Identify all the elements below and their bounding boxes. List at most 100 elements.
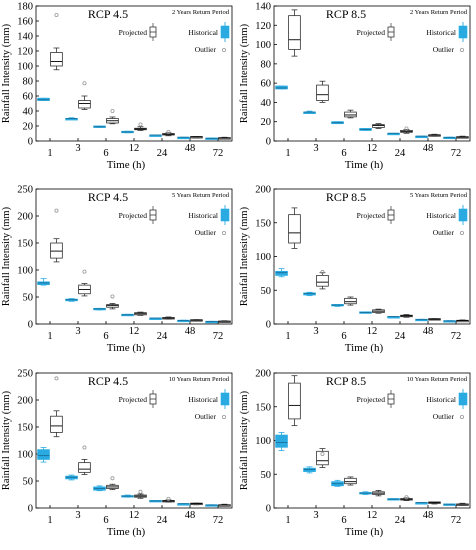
chart-subtitle: 5 Years Return Period — [172, 192, 230, 199]
chart-subtitle: 2 Years Return Period — [172, 9, 230, 16]
outlier-point — [320, 270, 325, 275]
y-tick-label: 50 — [23, 477, 34, 488]
x-tick-label: 48 — [185, 143, 196, 154]
outlier-point — [138, 489, 143, 494]
legend-projected-label: Projected — [357, 28, 386, 37]
y-tick-label: 120 — [17, 47, 33, 58]
y-tick-label: 150 — [255, 402, 271, 413]
y-tick-label: 100 — [17, 450, 33, 461]
x-tick-label: 48 — [185, 510, 196, 521]
outlier-point — [166, 496, 171, 501]
x-tick-label: 1 — [47, 515, 52, 526]
y-tick-label: 20 — [261, 117, 272, 128]
x-axis-label: Time (h) — [345, 159, 384, 171]
chart-subtitle: 10 Years Return Period — [169, 376, 230, 383]
y-tick-label: 250 — [17, 369, 33, 380]
y-tick-label: 100 — [255, 40, 271, 51]
y-axis-label: Rainfall Intensity (mm) — [239, 23, 250, 123]
x-tick-label: 6 — [103, 148, 108, 159]
x-tick-label: 3 — [75, 143, 80, 154]
projected-box — [50, 415, 63, 433]
chart-panel: 0 50 100 150 200 250 1 3 6 12 24 48 72 Time (h) Rainfa… — [1, 369, 233, 538]
legend-historical-box — [220, 208, 230, 222]
legend-projected-label: Projected — [357, 395, 386, 404]
outlier-point — [54, 208, 59, 213]
outlier-point — [320, 452, 325, 457]
x-tick-label: 3 — [313, 510, 318, 521]
legend-historical-box — [458, 392, 468, 406]
x-tick-label: 72 — [451, 148, 462, 159]
legend-historical-label: Historical — [188, 395, 218, 404]
y-tick-label: 0 — [266, 137, 271, 148]
chart-subtitle: 2 Years Return Period — [410, 9, 468, 16]
y-tick-label: 160 — [17, 17, 33, 28]
y-axis-label: Rainfall Intensity (mm) — [1, 390, 12, 490]
chart-title: RCP 4.5 — [88, 190, 128, 204]
historical-box — [275, 434, 288, 448]
y-axis-label: Rainfall Intensity (mm) — [239, 206, 250, 306]
x-tick-label: 6 — [341, 331, 346, 342]
y-tick-label: 0 — [28, 137, 33, 148]
x-tick-label: 1 — [47, 331, 52, 342]
projected-box — [78, 462, 91, 473]
chart-panel: 0 20 40 60 80 100 120 140 1 3 6 12 24 48 72 Time (h) Rai… — [239, 2, 471, 171]
projected-box — [288, 214, 301, 244]
x-tick-label: 72 — [451, 331, 462, 342]
y-tick-label: 200 — [17, 396, 33, 407]
projected-box — [372, 124, 385, 128]
x-tick-label: 6 — [341, 515, 346, 526]
y-tick-label: 150 — [255, 218, 271, 229]
chart-title: RCP 4.5 — [88, 7, 128, 21]
y-tick-label: 0 — [266, 504, 271, 515]
x-tick-label: 12 — [367, 326, 378, 337]
y-tick-label: 60 — [23, 92, 34, 103]
y-tick-label: 200 — [17, 212, 33, 223]
legend-outlier-marker — [221, 231, 226, 236]
plot-frame — [273, 5, 471, 142]
projected-box — [344, 477, 357, 485]
projected-box — [78, 100, 91, 109]
projected-box — [50, 52, 63, 67]
x-tick-label: 24 — [395, 515, 406, 526]
x-tick-label: 24 — [395, 331, 406, 342]
chart-panel: 0 50 100 150 200 250 1 3 6 12 24 48 72 Time (h) Rainfa… — [1, 185, 233, 354]
legend-projected-label: Projected — [119, 28, 148, 37]
legend-outlier-marker — [459, 231, 464, 236]
legend-historical-label: Historical — [188, 28, 218, 37]
x-axis-label: Time (h) — [345, 526, 384, 538]
x-axis-label: Time (h) — [345, 342, 384, 354]
plot-frame — [35, 372, 233, 509]
y-tick-label: 80 — [23, 77, 34, 88]
x-tick-label: 12 — [129, 143, 140, 154]
y-axis-label: Rainfall Intensity (mm) — [1, 23, 12, 123]
y-tick-label: 250 — [17, 185, 33, 196]
x-tick-label: 48 — [423, 326, 434, 337]
y-tick-label: 180 — [17, 2, 33, 13]
y-tick-label: 0 — [28, 320, 33, 331]
chart-title: RCP 4.5 — [88, 374, 128, 388]
outlier-point — [166, 129, 171, 134]
x-tick-label: 12 — [367, 143, 378, 154]
x-tick-label: 3 — [75, 326, 80, 337]
y-tick-label: 120 — [255, 21, 271, 32]
chart-title: RCP 8.5 — [326, 374, 366, 388]
x-tick-label: 1 — [285, 148, 290, 159]
x-tick-label: 1 — [285, 515, 290, 526]
legend-historical-label: Historical — [426, 395, 456, 404]
legend-outlier-label: Outlier — [433, 45, 455, 54]
y-axis-label: Rainfall Intensity (mm) — [239, 390, 250, 490]
projected-box — [316, 275, 329, 287]
projected-box — [344, 111, 357, 118]
y-tick-label: 140 — [255, 2, 271, 13]
legend-projected-label: Projected — [119, 211, 148, 220]
legend-outlier-label: Outlier — [433, 412, 455, 421]
projected-box — [344, 297, 357, 305]
legend-projected-label: Projected — [357, 211, 386, 220]
plot-frame — [273, 372, 471, 509]
y-tick-label: 40 — [261, 98, 272, 109]
x-tick-label: 24 — [395, 148, 406, 159]
projected-box — [288, 382, 301, 420]
y-tick-label: 100 — [17, 62, 33, 73]
y-tick-label: 50 — [261, 470, 272, 481]
